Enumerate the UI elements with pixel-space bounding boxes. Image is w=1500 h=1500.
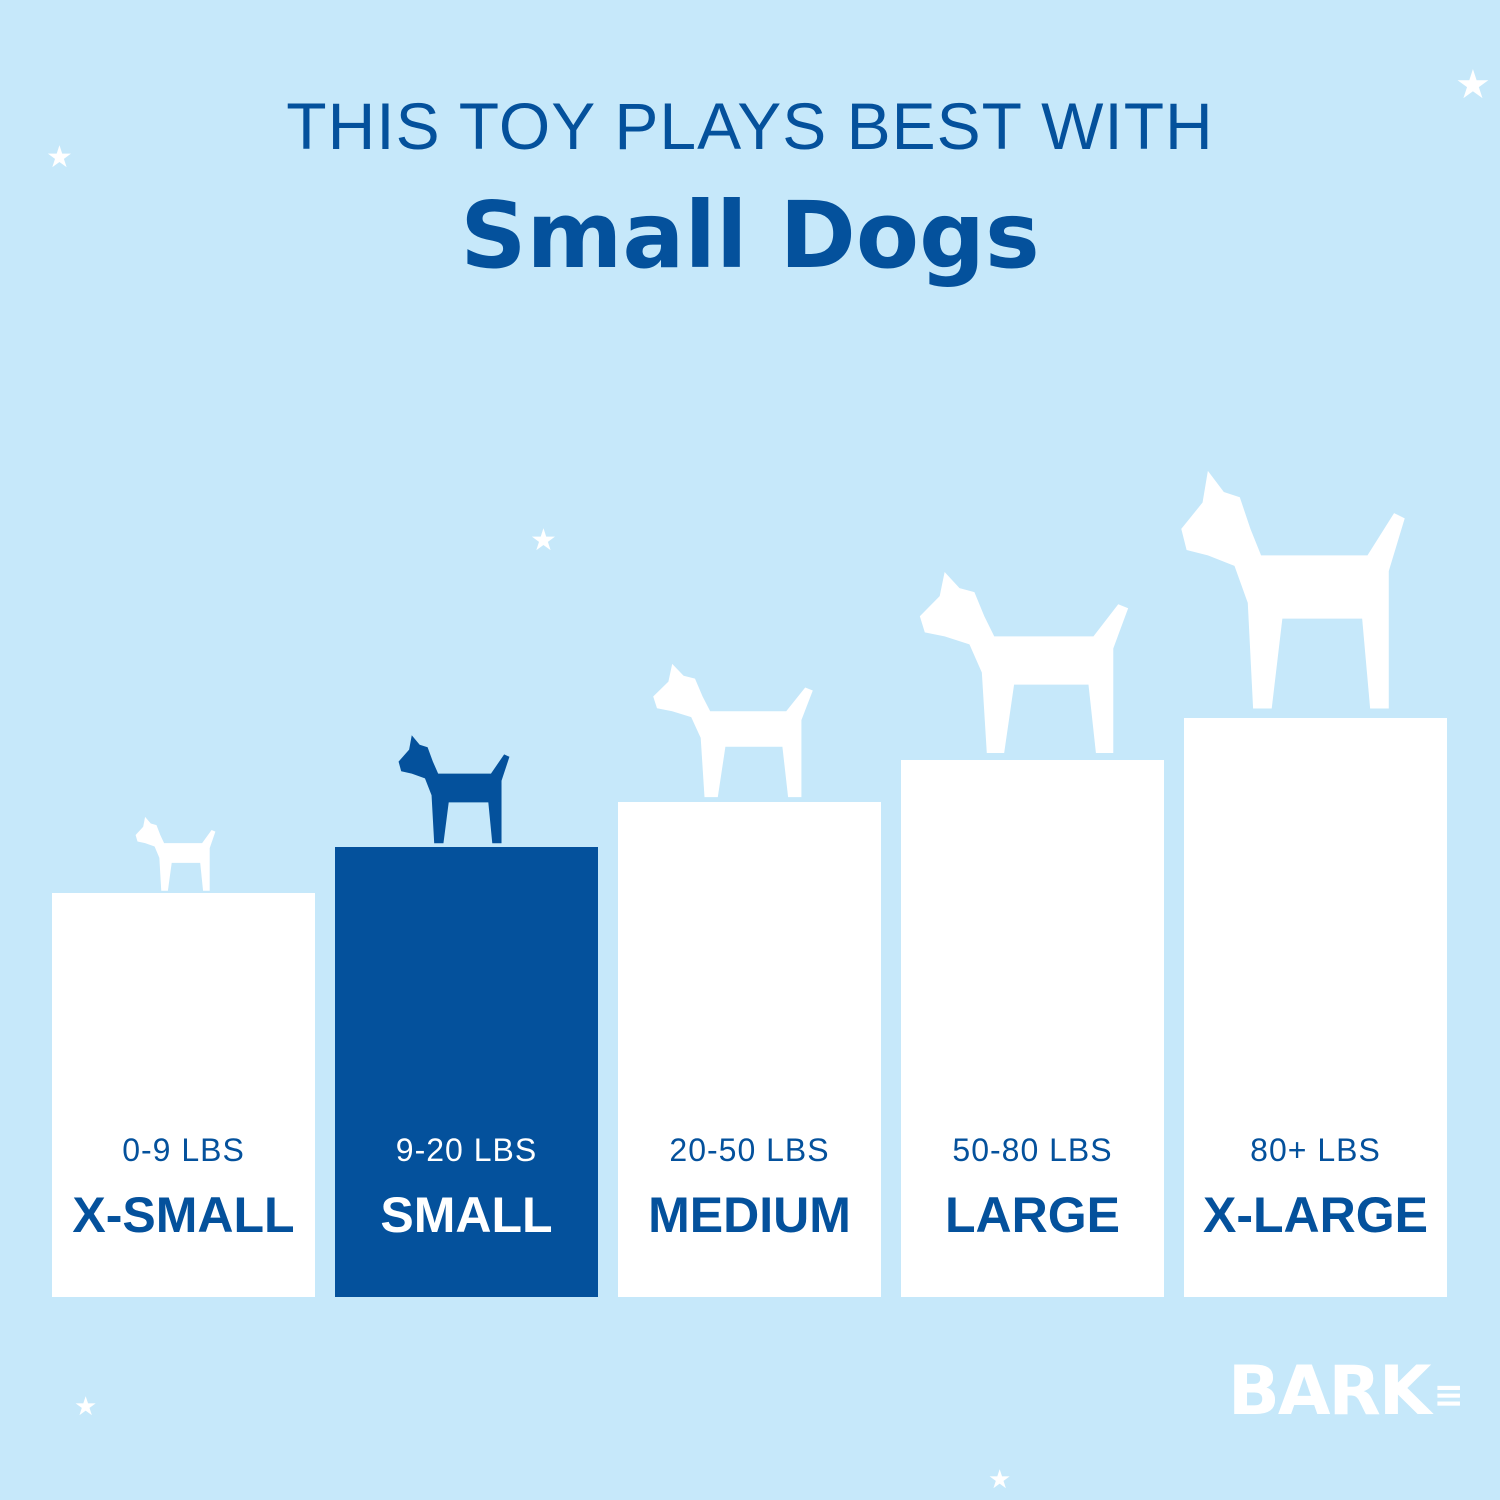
headline-emphasis: Small Dogs (460, 182, 1040, 289)
star-icon: ★ (530, 523, 557, 558)
weight-range: 0-9 LBS (122, 1132, 245, 1168)
size-label: LARGE (945, 1187, 1120, 1243)
weight-range: 80+ LBS (1250, 1132, 1381, 1168)
weight-range: 50-80 LBS (952, 1132, 1113, 1168)
size-label: MEDIUM (648, 1187, 851, 1243)
star-icon: ★ (74, 1392, 98, 1422)
dog-silhouette-icon (1181, 470, 1405, 709)
size-column-small (335, 847, 598, 1297)
headline: THIS TOY PLAYS BEST WITH (286, 89, 1214, 163)
size-column-xlarge (1184, 718, 1447, 1297)
size-column-large (901, 760, 1164, 1297)
weight-range: 20-50 LBS (669, 1132, 830, 1168)
dog-silhouette-icon (398, 735, 510, 844)
dog-silhouette-icon (135, 816, 216, 891)
dog-silhouette-icon (919, 572, 1129, 753)
star-icon: ★ (1455, 62, 1491, 108)
star-icon: ★ (988, 1465, 1012, 1495)
dog-silhouette-icon (653, 663, 813, 798)
size-label: X-LARGE (1203, 1187, 1428, 1243)
size-column-xsmall (52, 893, 315, 1297)
star-icon: ★ (46, 140, 73, 175)
size-label: X-SMALL (72, 1187, 295, 1243)
bark-logo: BARK ≡ (1228, 1352, 1464, 1431)
weight-range: 9-20 LBS (395, 1132, 538, 1168)
size-label: SMALL (380, 1187, 553, 1243)
size-column-medium (618, 802, 881, 1297)
